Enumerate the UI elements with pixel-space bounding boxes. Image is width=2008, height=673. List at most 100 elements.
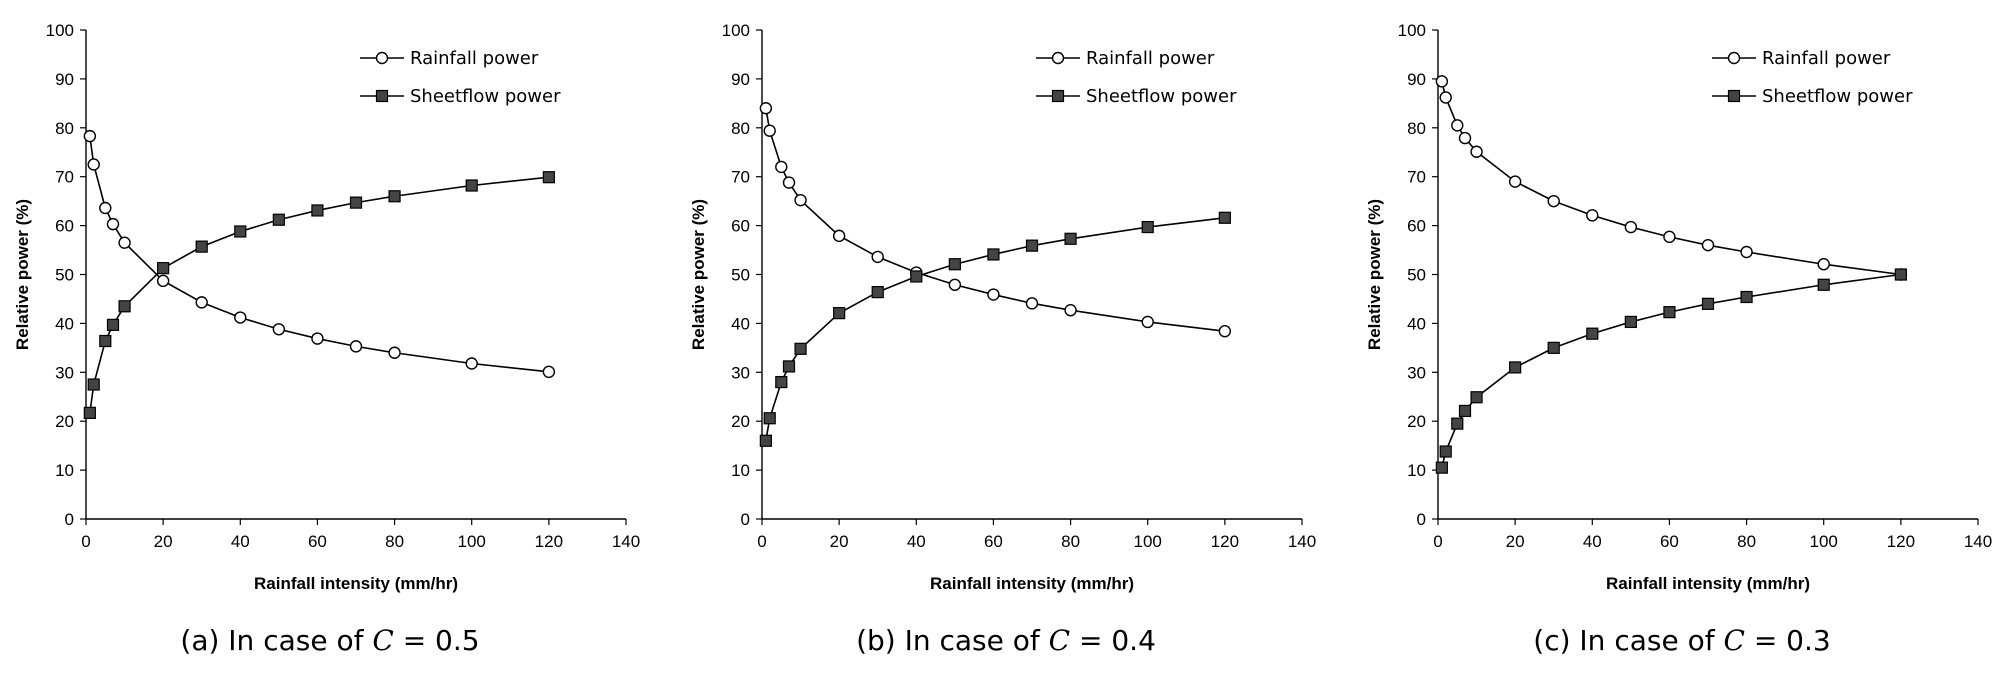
y-tick-label: 40 <box>55 314 74 333</box>
data-point-square <box>948 258 961 271</box>
x-tick-label: 100 <box>1810 532 1838 551</box>
y-tick-label: 90 <box>731 70 750 89</box>
data-point-square <box>1435 461 1448 474</box>
legend-marker-circle <box>375 51 389 65</box>
legend-marker-square <box>375 89 389 103</box>
data-point-circle <box>465 357 478 370</box>
data-point-square <box>794 342 807 355</box>
data-point-square <box>1817 278 1830 291</box>
x-tick-label: 140 <box>1288 532 1316 551</box>
data-point-circle <box>1141 315 1154 329</box>
data-point-circle <box>1025 297 1039 310</box>
data-point-circle <box>1547 194 1560 208</box>
caption-variable: C <box>1723 624 1744 657</box>
y-tick-label: 70 <box>55 168 74 187</box>
data-point-circle <box>1458 131 1472 145</box>
y-tick-label: 50 <box>1407 266 1426 285</box>
legend-marker-square <box>1051 89 1065 103</box>
data-point-square <box>388 190 401 203</box>
data-point-circle <box>987 288 1000 301</box>
data-point-square <box>1064 232 1077 245</box>
data-point-circle <box>388 346 401 359</box>
x-tick-label: 0 <box>757 532 766 551</box>
data-point-circle <box>1586 209 1599 222</box>
caption-suffix: = 0.5 <box>394 624 480 657</box>
data-point-circle <box>1817 258 1830 271</box>
caption-variable: C <box>1049 624 1070 657</box>
y-tick-label: 20 <box>55 412 74 431</box>
data-point-square <box>99 334 112 348</box>
y-tick-label: 60 <box>55 217 74 236</box>
data-point-square <box>542 171 555 184</box>
data-point-square <box>871 286 884 299</box>
series-sheetflow-power <box>83 171 555 419</box>
series-rainfall-power <box>83 129 556 379</box>
data-point-square <box>1586 327 1599 340</box>
y-tick-label: 50 <box>731 266 750 285</box>
data-point-circle <box>1470 145 1483 158</box>
x-tick-label: 80 <box>1061 532 1080 551</box>
y-axis-title: Relative power (%) <box>689 199 708 350</box>
y-tick-label: 30 <box>731 363 750 382</box>
x-tick-label: 60 <box>308 532 327 551</box>
x-tick-label: 40 <box>1583 532 1602 551</box>
panel-caption-b: (b) In case of C = 0.4 <box>856 624 1156 657</box>
panel-caption-c: (c) In case of C = 0.3 <box>1533 624 1830 657</box>
x-tick-label: 40 <box>231 532 250 551</box>
data-point-circle <box>763 124 776 137</box>
series-rainfall-power <box>759 102 1232 338</box>
data-point-square <box>1451 417 1464 430</box>
data-point-circle <box>234 311 247 324</box>
data-point-circle <box>782 176 796 189</box>
data-point-circle <box>775 160 788 174</box>
legend: Rainfall power Sheetflow power <box>1712 48 1913 107</box>
data-point-square <box>311 204 324 217</box>
legend-marker-square <box>1727 89 1741 103</box>
x-axis-title: Rainfall intensity (mm/hr) <box>1606 574 1810 593</box>
legend-label: Rainfall power <box>410 48 539 69</box>
y-tick-label: 60 <box>731 217 750 236</box>
y-tick-label: 80 <box>1407 119 1426 138</box>
y-tick-label: 80 <box>55 119 74 138</box>
caption-suffix: = 0.3 <box>1745 624 1831 657</box>
x-tick-label: 100 <box>458 532 486 551</box>
data-point-square <box>833 307 846 320</box>
series-sheetflow-power <box>1435 268 1907 474</box>
data-point-circle <box>87 158 100 171</box>
y-tick-label: 30 <box>1407 363 1426 382</box>
legend-label: Rainfall power <box>1762 48 1891 69</box>
data-point-circle <box>349 340 363 353</box>
caption-prefix: (c) In case of <box>1533 624 1723 657</box>
data-point-circle <box>948 278 962 291</box>
x-tick-label: 120 <box>1211 532 1239 551</box>
data-point-circle <box>311 332 324 345</box>
data-point-circle <box>1435 75 1449 88</box>
series-rainfall-power <box>1435 75 1908 281</box>
y-tick-label: 90 <box>55 70 74 89</box>
data-point-square <box>775 375 788 389</box>
data-point-circle <box>156 274 170 288</box>
data-point-square <box>1701 297 1715 310</box>
data-point-square <box>1470 391 1483 404</box>
data-point-circle <box>1624 220 1638 234</box>
y-tick-label: 100 <box>46 21 74 40</box>
data-point-circle <box>1439 91 1452 104</box>
y-tick-label: 10 <box>731 461 750 480</box>
data-point-square <box>83 406 96 419</box>
caption-prefix: (a) In case of <box>180 624 372 657</box>
y-tick-label: 50 <box>55 266 74 285</box>
y-tick-label: 40 <box>1407 314 1426 333</box>
data-point-square <box>759 434 772 447</box>
x-tick-label: 80 <box>1737 532 1756 551</box>
data-point-square <box>1740 290 1753 304</box>
caption-prefix: (b) In case of <box>856 624 1049 657</box>
x-tick-label: 80 <box>385 532 404 551</box>
y-tick-label: 70 <box>1407 168 1426 187</box>
data-point-square <box>272 213 285 226</box>
data-point-circle <box>871 250 884 264</box>
y-tick-label: 80 <box>731 119 750 138</box>
data-point-circle <box>542 365 556 379</box>
data-point-square <box>118 300 131 313</box>
data-point-square <box>1218 211 1231 224</box>
data-point-square <box>782 360 796 373</box>
